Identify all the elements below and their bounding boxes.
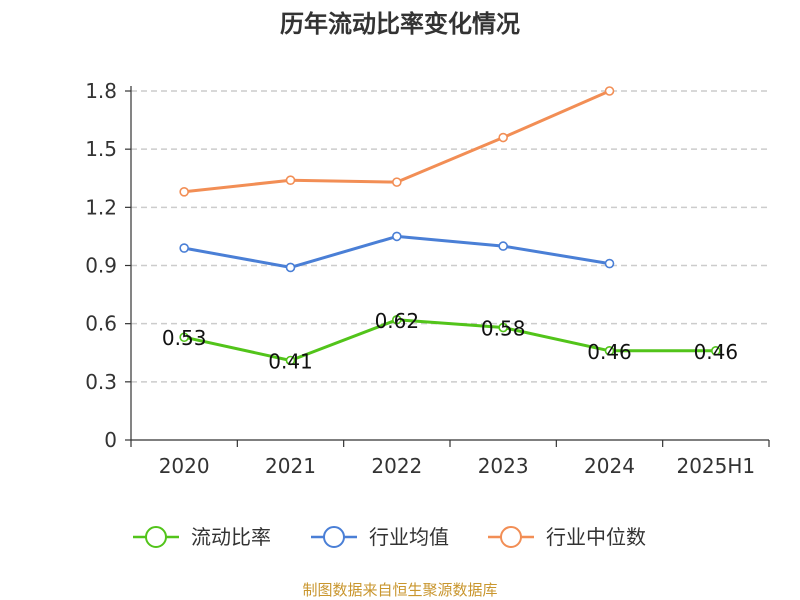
- data-point: [179, 187, 189, 197]
- x-tick-label: 2020: [159, 454, 210, 478]
- legend-marker-icon: [500, 526, 522, 548]
- grid-lines: [131, 90, 769, 383]
- axes: 0 0.3 0.6 0.9 1.2 1.5 1.8 2020 2021 2022 2023 2024 2…: [85, 79, 770, 478]
- data-point: [604, 346, 615, 356]
- series-group: 0.53 0.41 0.62 0.58 0.46 0.46: [162, 86, 739, 374]
- legend-label: 行业均值: [369, 525, 449, 549]
- y-tick-label: 1.5: [85, 137, 117, 161]
- data-label: 0.53: [162, 326, 207, 350]
- y-tick-label: 0.6: [85, 312, 117, 336]
- data-point: [498, 132, 508, 143]
- legend-marker-icon: [145, 526, 167, 548]
- source-note: 制图数据来自恒生聚源数据库: [302, 581, 497, 599]
- data-point: [392, 177, 402, 187]
- legend-label: 流动比率: [191, 525, 271, 549]
- series-line-0: [183, 318, 716, 362]
- y-tick-label: 0.9: [85, 254, 117, 278]
- data-point: [498, 322, 508, 333]
- data-point: [604, 258, 615, 269]
- y-tick-label: 0: [104, 428, 117, 452]
- data-label: 0.58: [481, 317, 526, 341]
- data-point: [604, 86, 615, 96]
- series-line-2: [184, 89, 611, 194]
- data-point: [392, 231, 402, 242]
- x-tick-label: 2021: [265, 454, 316, 478]
- legend-label: 行业中位数: [546, 525, 646, 549]
- data-label: 0.41: [268, 350, 313, 374]
- data-point: [179, 332, 189, 343]
- chart-title: 历年流动比率变化情况: [280, 10, 520, 38]
- y-tick-label: 0.3: [85, 370, 117, 394]
- data-point: [711, 346, 721, 356]
- legend-marker-icon: [323, 526, 345, 548]
- x-tick-label: 2023: [478, 454, 529, 478]
- x-tick-label: 2024: [584, 454, 635, 478]
- legend: 流动比率 行业均值 行业中位数: [133, 525, 646, 549]
- x-tick-label: 2025H1: [676, 454, 755, 478]
- data-label: 0.62: [375, 309, 420, 333]
- x-tick-label: 2022: [371, 454, 422, 478]
- data-point: [179, 243, 189, 253]
- data-label: 0.46: [587, 340, 632, 364]
- data-point: [285, 262, 296, 273]
- data-point: [285, 175, 296, 185]
- data-point: [498, 241, 508, 251]
- data-label: 0.46: [694, 340, 739, 364]
- data-point: [392, 314, 402, 325]
- data-point: [285, 355, 296, 366]
- y-tick-label: 1.2: [85, 195, 117, 219]
- y-tick-label: 1.8: [85, 79, 117, 103]
